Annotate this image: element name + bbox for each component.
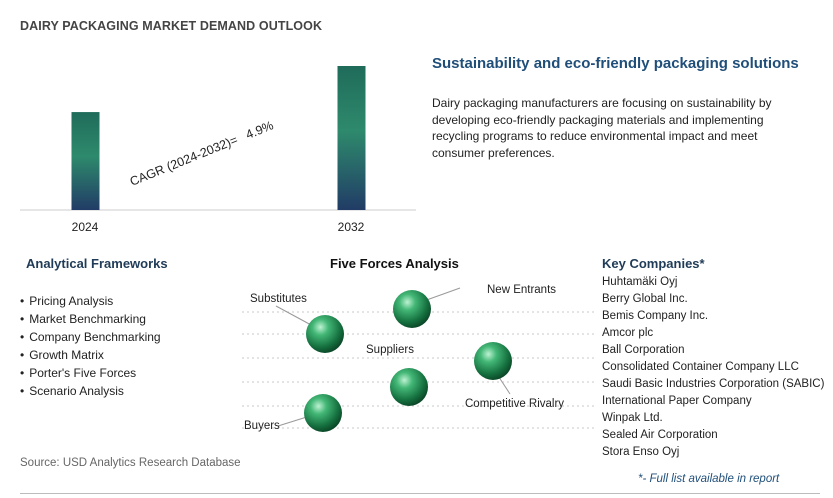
company-item: Bemis Company Inc. xyxy=(602,310,709,322)
company-item: Sealed Air Corporation xyxy=(602,429,718,441)
label-substitutes: Substitutes xyxy=(250,293,307,305)
five-forces-diagram: Substitutes New Entrants Suppliers Compe… xyxy=(242,284,596,432)
bottom-divider xyxy=(20,493,820,494)
source-note: Source: USD Analytics Research Database xyxy=(20,457,241,469)
bar-2024 xyxy=(71,112,100,210)
company-item: Ball Corporation xyxy=(602,344,685,356)
sphere-icon-buyers xyxy=(304,394,342,432)
label-buyers: Buyers xyxy=(244,420,280,432)
connector-substitutes xyxy=(275,305,314,327)
framework-item: Scenario Analysis xyxy=(20,382,161,400)
sphere-icon-rivalry xyxy=(474,342,512,380)
tick-label-2032: 2032 xyxy=(338,220,365,234)
company-item: Stora Enso Oyj xyxy=(602,446,680,458)
label-suppliers: Suppliers xyxy=(366,344,414,356)
bar-2032 xyxy=(337,66,366,210)
company-item: Saudi Basic Industries Corporation (SABI… xyxy=(602,378,825,390)
sphere-icon-substitutes xyxy=(306,315,344,353)
page-title: DAIRY PACKAGING MARKET DEMAND OUTLOOK xyxy=(20,19,323,33)
company-item: Consolidated Container Company LLC xyxy=(602,361,799,373)
five-forces-title: Five Forces Analysis xyxy=(330,256,459,271)
insight-title: Sustainability and eco-friendly packagin… xyxy=(432,55,799,72)
label-new-entrants: New Entrants xyxy=(487,284,556,296)
company-item: International Paper Company xyxy=(602,395,752,407)
guide-lines xyxy=(242,311,596,429)
bar-chart: 2024 2032 CAGR (2024-2032)=4.9% xyxy=(20,66,416,234)
frameworks-title: Analytical Frameworks xyxy=(26,256,168,271)
insight-description: Dairy packaging manufacturers are focusi… xyxy=(432,96,772,160)
companies-note: *- Full list available in report xyxy=(638,473,780,485)
label-competitive-rivalry: Competitive Rivalry xyxy=(465,398,564,410)
sphere-icon-suppliers xyxy=(390,368,428,406)
companies-title: Key Companies* xyxy=(602,256,705,271)
company-item: Amcor plc xyxy=(602,327,654,339)
framework-item: Pricing Analysis xyxy=(20,292,161,310)
framework-item: Growth Matrix xyxy=(20,346,161,364)
framework-item: Company Benchmarking xyxy=(20,328,160,346)
tick-label-2024: 2024 xyxy=(72,220,99,234)
cagr-label: CAGR (2024-2032)=4.9% xyxy=(128,118,276,188)
company-item: Winpak Ltd. xyxy=(602,412,663,424)
company-item: Berry Global Inc. xyxy=(602,293,688,305)
sphere-icon-new-entrants xyxy=(393,290,431,328)
companies-list: Huhtamäki Oyj Berry Global Inc. Bemis Comp… xyxy=(602,274,830,470)
frameworks-list: Pricing AnalysisMarket BenchmarkingCompa… xyxy=(20,292,161,400)
company-item: Huhtamäki Oyj xyxy=(602,276,678,288)
framework-item: Market Benchmarking xyxy=(20,310,161,328)
framework-item: Porter's Five Forces xyxy=(20,364,161,382)
